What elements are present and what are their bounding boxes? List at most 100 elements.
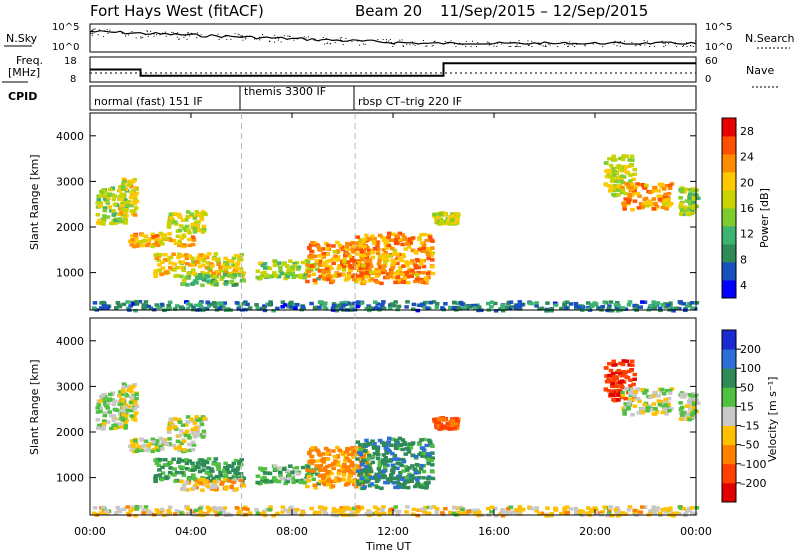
velocity-echo-cell — [231, 488, 237, 492]
power-echo-cell — [177, 243, 182, 248]
velocity-echo-cell — [489, 505, 495, 510]
velocity-echo-cell — [187, 442, 192, 447]
power-echo-cell — [156, 305, 161, 309]
power-echo-cell — [404, 270, 410, 275]
power-echo-cell — [386, 231, 392, 236]
power-echo-cell — [359, 257, 365, 262]
power-echo-cell — [172, 220, 178, 224]
power-echo-cell — [350, 249, 356, 254]
power-echo-cell — [426, 247, 431, 251]
power-echo-cell — [104, 304, 109, 309]
velocity-colorbar-swatch — [722, 349, 736, 369]
velocity-echo-cell — [120, 389, 126, 394]
power-echo-cell — [183, 228, 189, 233]
power-echo-cell — [364, 233, 369, 238]
x-tick-label: 00:00 — [680, 525, 712, 538]
power-echo-cell — [413, 279, 418, 284]
velocity-echo-cell — [607, 373, 612, 378]
power-echo-cell — [222, 272, 228, 277]
power-echo-cell — [630, 158, 635, 162]
power-echo-cell — [611, 173, 617, 177]
velocity-echo-cell — [326, 448, 331, 453]
velocity-echo-cell — [332, 454, 338, 459]
nsearch-point — [254, 38, 256, 40]
velocity-echo-cell — [167, 470, 173, 475]
power-echo-cell — [129, 243, 135, 247]
power-echo-cell — [106, 196, 111, 200]
velocity-echo-cell — [261, 511, 266, 515]
power-echo-cell — [519, 303, 525, 307]
velocity-echo-cell — [153, 475, 158, 480]
power-echo-cell — [190, 235, 196, 240]
nsearch-point — [303, 38, 305, 40]
nsearch-point — [93, 28, 95, 30]
power-colorbar-tick-label: 20 — [740, 176, 754, 189]
velocity-echo-cell — [153, 479, 158, 484]
nsearch-point — [399, 39, 401, 41]
velocity-echo-cell — [386, 440, 391, 444]
velocity-echo-cell — [199, 462, 204, 466]
velocity-echo-cell — [200, 435, 206, 439]
velocity-echo-cell — [659, 387, 665, 392]
power-echo-cell — [110, 186, 116, 190]
power-echo-cell — [360, 253, 366, 258]
nsearch-point — [107, 32, 109, 34]
nsearch-point — [162, 32, 164, 34]
power-echo-cell — [222, 264, 227, 269]
power-echo-cell — [212, 300, 217, 305]
velocity-echo-cell — [604, 379, 610, 384]
power-echo-cell — [678, 196, 683, 200]
velocity-echo-cell — [218, 473, 224, 478]
velocity-echo-cell — [102, 419, 107, 423]
velocity-echo-cell — [606, 511, 612, 515]
power-echo-cell — [148, 237, 153, 241]
velocity-colorbar-swatch — [722, 406, 736, 426]
velocity-echo-cell — [211, 476, 216, 481]
power-echo-cell — [154, 256, 160, 261]
nsearch-point — [314, 38, 316, 40]
power-echo-cell — [190, 222, 195, 227]
power-echo-cell — [347, 254, 353, 258]
power-colorbar-swatch — [722, 244, 736, 263]
power-echo-cell — [337, 273, 342, 277]
power-echo-cell — [406, 245, 412, 249]
power-echo-cell — [184, 275, 189, 280]
power-echo-cell — [683, 187, 688, 192]
power-echo-cell — [111, 209, 116, 213]
velocity-echo-cell — [123, 392, 129, 397]
velocity-echo-cell — [387, 459, 393, 463]
nsearch-point — [225, 35, 227, 37]
velocity-echo-cell — [394, 439, 400, 444]
power-echo-cell — [191, 305, 196, 309]
velocity-echo-cell — [349, 463, 354, 468]
freq-tick-top: 18 — [64, 56, 77, 67]
velocity-echo-cell — [620, 390, 625, 395]
velocity-echo-cell — [374, 511, 379, 515]
velocity-echo-cell — [611, 397, 616, 402]
nsearch-point — [636, 44, 638, 46]
velocity-echo-cell — [341, 464, 347, 469]
velocity-echo-cell — [129, 414, 134, 418]
power-echo-cell — [334, 250, 340, 254]
power-echo-cell — [365, 262, 370, 267]
nsearch-point — [121, 31, 123, 33]
velocity-echo-cell — [360, 460, 366, 465]
power-echo-cell — [660, 205, 666, 210]
power-echo-cell — [322, 263, 327, 268]
power-echo-cell — [657, 197, 663, 202]
power-echo-cell — [214, 269, 220, 274]
velocity-echo-cell — [687, 407, 693, 411]
power-echo-cell — [133, 206, 139, 210]
velocity-echo-cell — [687, 401, 692, 405]
velocity-echo-cell — [190, 440, 196, 445]
nsky-series — [89, 30, 697, 45]
velocity-echo-cell — [432, 417, 437, 422]
velocity-echo-cell — [331, 461, 337, 466]
power-echo-cell — [626, 198, 632, 203]
power-echo-cell — [627, 192, 633, 197]
power-echo-cell — [313, 280, 318, 285]
power-echo-cell — [225, 262, 230, 266]
nsearch-point — [242, 39, 244, 41]
power-echo-cell — [405, 300, 410, 304]
